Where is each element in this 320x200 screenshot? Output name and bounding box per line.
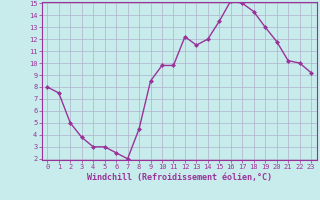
X-axis label: Windchill (Refroidissement éolien,°C): Windchill (Refroidissement éolien,°C) — [87, 173, 272, 182]
